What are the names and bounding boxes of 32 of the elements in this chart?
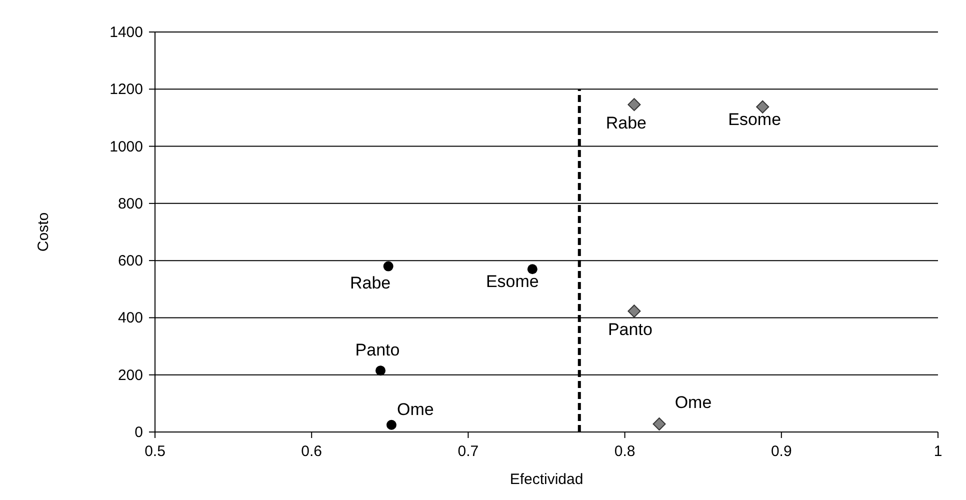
x-tick-label: 0.9 (770, 443, 792, 460)
y-tick-label: 1400 (110, 24, 143, 41)
x-tick-label: 0.7 (458, 443, 479, 460)
point (386, 420, 396, 430)
y-tick-label: 1000 (110, 138, 143, 156)
y-tick-label: 0 (134, 424, 143, 441)
annotation: Esome (486, 272, 539, 292)
point (652, 418, 666, 430)
y-axis-title: Costo (35, 212, 52, 252)
x-tick-label: 0.6 (301, 443, 322, 460)
x-axis-title: Efectividad (510, 471, 584, 488)
annotation: Rabe (606, 114, 647, 133)
point (376, 366, 386, 376)
y-tick-label: 200 (118, 366, 143, 384)
y-tick-label: 1200 (110, 81, 143, 98)
y-tick-label: 800 (118, 195, 143, 212)
point (628, 304, 641, 318)
annotation: Rabe (350, 273, 391, 292)
point (527, 264, 538, 274)
annotation: Ome (397, 400, 434, 419)
point (383, 261, 394, 272)
y-tick-label: 600 (118, 252, 143, 270)
y-tick-label: 400 (118, 310, 143, 327)
annotation: Panto (355, 340, 400, 360)
annotation: Esome (728, 110, 782, 129)
x-tick-label: 0.8 (614, 443, 636, 460)
annotation: Ome (674, 393, 712, 412)
x-tick-label: 1 (934, 443, 942, 460)
point (756, 100, 770, 114)
annotation: Panto (608, 320, 652, 340)
x-tick-label: 0.5 (144, 443, 166, 460)
point (628, 98, 641, 112)
